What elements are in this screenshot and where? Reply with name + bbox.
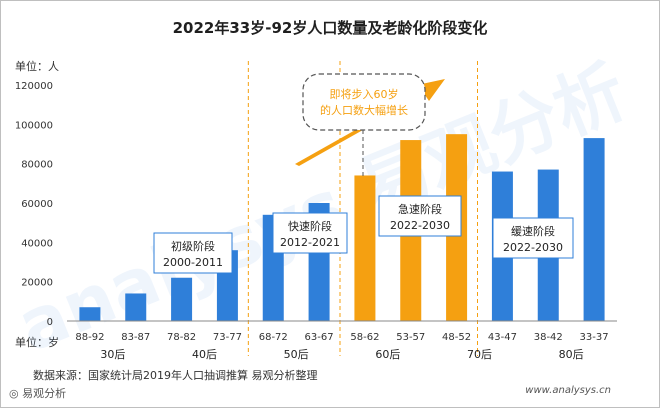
x-tick-label: 43-47 [488,332,517,343]
y-tick-label: 60000 [21,199,53,210]
stage-label: 快速阶段 [288,219,332,233]
y-tick-label: 100000 [15,120,53,131]
x-tick-label: 68-72 [259,332,288,343]
callout-text-line1: 即将步入60岁 [330,87,399,101]
stage-years: 2022-2030 [390,219,450,232]
brand-logo: ◎ 易观分析 [9,387,67,400]
y-tick-label: 80000 [21,160,53,171]
stage-years: 2000-2011 [163,256,223,269]
bar [79,307,101,321]
generation-label: 80后 [559,348,584,361]
bar [354,175,376,321]
stage-label: 急速阶段 [398,202,442,216]
x-tick-label: 83-87 [121,332,150,343]
stage-years: 2012-2021 [280,236,340,249]
data-source: 数据来源：国家统计局2019年人口抽调推算 易观分析整理 [33,369,318,382]
y-tick-label: 40000 [21,238,53,249]
y-unit-label: 单位：人 [15,60,59,73]
x-tick-label: 73-77 [213,332,242,343]
y-tick-label: 120000 [15,81,53,92]
x-tick-label: 78-82 [167,332,196,343]
bar [583,138,605,321]
x-tick-label: 53-57 [396,332,425,343]
x-unit-label: 单位：岁 [15,336,59,349]
generation-label: 40后 [192,348,217,361]
x-tick-label: 58-62 [350,332,379,343]
generation-label: 50后 [284,348,309,361]
y-tick-label: 0 [47,317,53,328]
stage-box [272,212,348,254]
bar [125,293,147,321]
bar [171,277,193,321]
callout-text-line2: 的人口数大幅增长 [320,103,408,117]
generation-label: 70后 [467,348,492,361]
x-tick-label: 88-92 [75,332,104,343]
callout-bubble [302,73,426,131]
generation-label: 30后 [100,348,125,361]
stage-box [378,195,462,237]
stage-years: 2022-2030 [503,241,563,254]
site-url: www.analysys.cn [525,385,611,396]
chart-title: 2022年33岁-92岁人口数量及老龄化阶段变化 [172,19,488,37]
x-tick-label: 48-52 [442,332,471,343]
stage-box [153,232,233,274]
generation-label: 60后 [375,348,400,361]
y-tick-label: 20000 [21,278,53,289]
stage-box [492,217,574,259]
stage-label: 初级阶段 [171,239,215,253]
stage-label: 缓速阶段 [511,224,555,238]
x-tick-label: 33-37 [580,332,609,343]
x-tick-label: 63-67 [305,332,334,343]
x-tick-label: 38-42 [534,332,563,343]
